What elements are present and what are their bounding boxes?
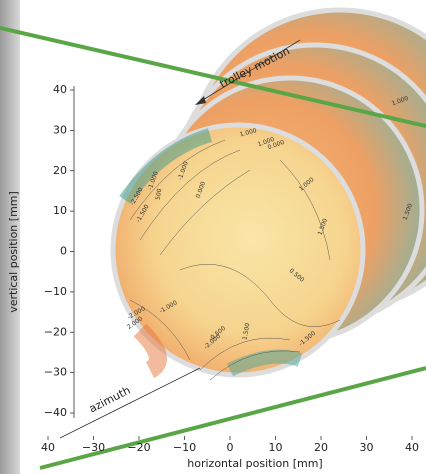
x-tick-label: 30 <box>360 441 374 454</box>
y-tick-label: 20 <box>53 164 67 177</box>
y-tick-label: 40 <box>53 83 67 96</box>
y-tick-label: 10 <box>53 204 67 217</box>
y-tick-label: 0 <box>60 245 67 258</box>
x-tick-label: −20 <box>127 441 150 454</box>
x-axis-label: horizontal position [mm] <box>187 457 322 470</box>
x-tick-label: 0 <box>227 441 234 454</box>
x-tick-label: 10 <box>269 441 283 454</box>
y-axis-label: vertical position [mm] <box>7 191 20 313</box>
arrow <box>60 368 200 438</box>
y-tick-label: −40 <box>44 406 67 419</box>
y-tick-label: −10 <box>44 285 67 298</box>
y-tick-label: −30 <box>44 366 67 379</box>
y-tick-label: −20 <box>44 325 67 338</box>
y-tick-label: 30 <box>53 123 67 136</box>
x-tick-label: −30 <box>82 441 105 454</box>
x-tick-label: 40 <box>41 441 55 454</box>
x-tick-label: −10 <box>173 441 196 454</box>
x-tick-label: 40 <box>405 441 419 454</box>
x-tick-label: 20 <box>314 441 328 454</box>
contour-band <box>140 330 158 370</box>
chart: trolley motion azimuth vertical position… <box>0 0 426 474</box>
annotation: azimuth <box>87 384 133 416</box>
